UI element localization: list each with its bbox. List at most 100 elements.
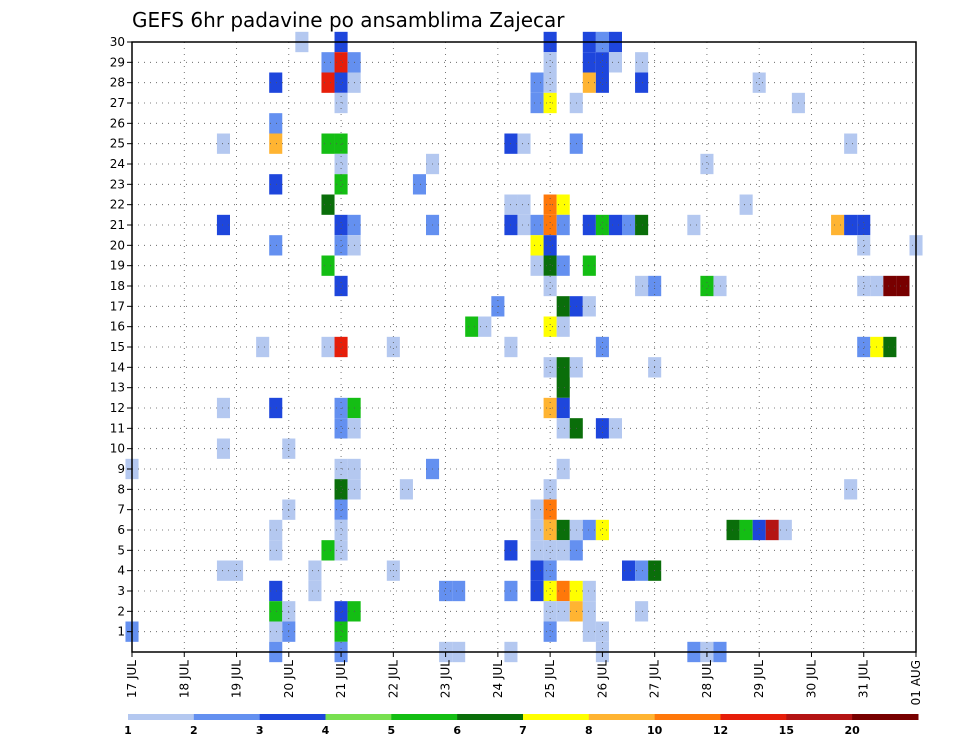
heatmap-cell — [595, 52, 609, 73]
heatmap-cell — [543, 275, 557, 297]
heatmap-cell — [582, 621, 596, 642]
heatmap-cell — [556, 357, 570, 378]
y-tick-label: 2 — [117, 604, 125, 618]
y-tick-label: 21 — [110, 218, 125, 232]
heatmap-cell — [608, 214, 622, 236]
heatmap-cell — [765, 519, 779, 541]
heatmap-cell — [269, 235, 283, 256]
heatmap-cell — [635, 560, 649, 581]
heatmap-cell — [635, 72, 649, 93]
heatmap-cell — [543, 580, 557, 602]
y-tick-label: 25 — [110, 137, 125, 151]
heatmap-cell — [543, 479, 557, 500]
y-tick-label: 16 — [110, 320, 125, 334]
heatmap-cell — [412, 174, 426, 195]
heatmap-cell — [556, 458, 570, 480]
heatmap-cell — [334, 72, 348, 93]
y-tick-label: 18 — [110, 279, 125, 293]
y-tick-label: 7 — [117, 503, 125, 517]
heatmap-cell — [556, 418, 570, 439]
heatmap-cell — [439, 580, 453, 602]
y-axis-tick-labels: 1234567891011121314151617181920212223242… — [110, 35, 132, 639]
heatmap-cell — [556, 214, 570, 236]
y-tick-label: 11 — [110, 421, 125, 435]
heatmap-cell — [543, 72, 557, 93]
heatmap-cell — [556, 255, 570, 276]
x-tick-label: 26 JUL — [595, 660, 609, 698]
legend-label: 5 — [388, 724, 396, 737]
heatmap-cell — [334, 499, 348, 520]
heatmap-cell — [543, 235, 557, 256]
heatmap-cell — [635, 275, 649, 297]
heatmap-cell — [321, 72, 335, 93]
legend-label: 20 — [845, 724, 861, 737]
y-tick-label: 20 — [110, 238, 125, 252]
heatmap-cell — [321, 52, 335, 73]
heatmap-cell — [530, 580, 544, 602]
heatmap-cell — [530, 540, 544, 561]
heatmap-cell — [321, 194, 335, 215]
heatmap-cell — [543, 357, 557, 378]
heatmap-cell — [844, 479, 858, 500]
heatmap-cell — [857, 275, 871, 297]
heatmap-cell — [543, 316, 557, 337]
heatmap-cell — [334, 397, 348, 419]
heatmap-cell — [269, 397, 283, 419]
heatmap-cell — [334, 235, 348, 256]
x-tick-label: 23 JUL — [439, 660, 453, 698]
heatmap-cell — [216, 397, 230, 419]
y-tick-label: 1 — [117, 625, 125, 639]
y-tick-label: 6 — [117, 523, 125, 537]
x-tick-label: 22 JUL — [386, 660, 400, 698]
x-tick-label: 18 JUL — [177, 660, 191, 698]
heatmap-cell — [556, 580, 570, 602]
heatmap-cell — [556, 601, 570, 622]
heatmap-cell — [530, 214, 544, 236]
x-tick-label: 19 JUL — [230, 660, 244, 698]
heatmap-cell — [517, 133, 531, 154]
heatmap-cell — [543, 52, 557, 73]
heatmap-cell — [857, 336, 871, 358]
heatmap-cell — [582, 519, 596, 541]
heatmap-cell — [543, 214, 557, 236]
legend-swatch — [654, 714, 721, 720]
heatmap-cell — [556, 397, 570, 419]
legend-swatch — [259, 714, 326, 720]
heatmap-cell — [334, 153, 348, 175]
heatmap-cell — [543, 621, 557, 642]
y-tick-label: 22 — [110, 198, 125, 212]
legend-label: 6 — [453, 724, 461, 737]
heatmap-cell — [334, 519, 348, 541]
heatmap-cell — [582, 52, 596, 73]
x-tick-label: 21 JUL — [334, 660, 348, 698]
heatmap-cell — [321, 336, 335, 358]
y-tick-label: 17 — [110, 299, 125, 313]
heatmap-cell — [582, 601, 596, 622]
heatmap-cell — [635, 214, 649, 236]
y-tick-label: 3 — [117, 584, 125, 598]
heatmap-cell — [844, 133, 858, 154]
heatmap-cell — [321, 133, 335, 154]
x-tick-label: 29 JUL — [752, 660, 766, 698]
heatmap-cell — [334, 214, 348, 236]
legend-label: 1 — [124, 724, 132, 737]
heatmap-cell — [530, 255, 544, 276]
heatmap-cell — [543, 397, 557, 419]
x-tick-label: 25 JUL — [543, 660, 557, 698]
heatmap-cell — [334, 275, 348, 297]
heatmap-cell — [269, 113, 283, 134]
heatmap-cell — [216, 214, 230, 236]
y-tick-label: 15 — [110, 340, 125, 354]
legend-swatch — [128, 714, 195, 720]
y-tick-label: 26 — [110, 116, 125, 130]
heatmap-cell — [478, 316, 492, 337]
heatmap-cell — [543, 255, 557, 276]
y-tick-label: 5 — [117, 543, 125, 557]
heatmap-cell — [752, 72, 766, 93]
y-tick-label: 10 — [110, 442, 125, 456]
heatmap-cell — [844, 214, 858, 236]
heatmap-cell — [269, 580, 283, 602]
heatmap-cell — [517, 214, 531, 236]
heatmap-cell — [269, 133, 283, 154]
